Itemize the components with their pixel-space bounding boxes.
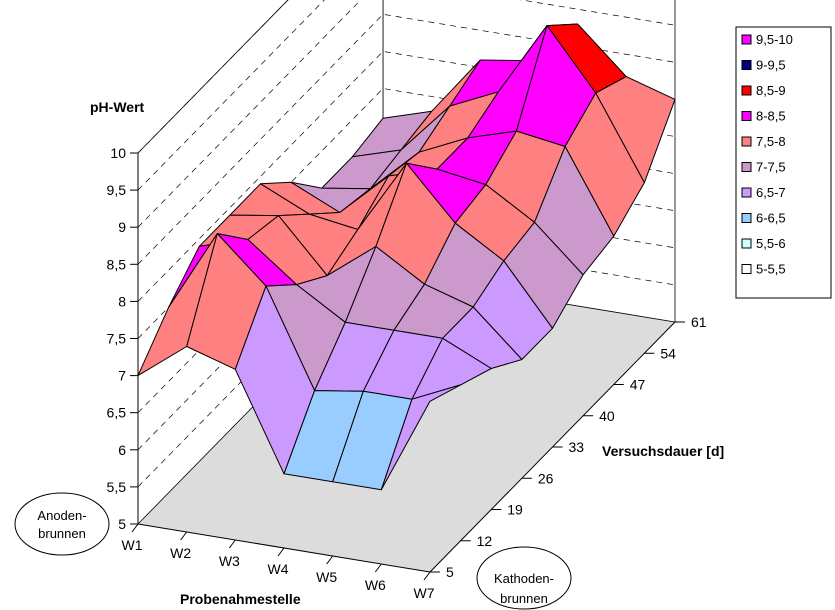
legend-label: 5-5,5 xyxy=(756,262,786,277)
y-tick-label: 12 xyxy=(477,533,493,549)
x-tick-label: W3 xyxy=(219,553,240,569)
z-tick-label: 8,5 xyxy=(107,256,127,272)
cathode-label-line2: brunnen xyxy=(500,591,548,606)
y-tick-label: 54 xyxy=(660,345,676,361)
legend-label: 6,5-7 xyxy=(756,185,786,200)
x-tick xyxy=(180,531,188,541)
legend-swatch xyxy=(741,238,752,249)
legend-swatch xyxy=(741,136,752,147)
x-tick-label: W2 xyxy=(170,545,191,561)
z-tick-label: 9,5 xyxy=(107,182,127,198)
z-tick-label: 10 xyxy=(110,145,126,161)
anode-annotation: Anoden- brunnen xyxy=(14,492,110,556)
surface-cell xyxy=(380,384,462,491)
z-tick-label: 6 xyxy=(118,442,126,458)
legend-label: 5,5-6 xyxy=(756,236,786,251)
y-tick-label: 19 xyxy=(507,502,523,518)
axes xyxy=(130,152,685,581)
cathode-label-line1: Kathoden- xyxy=(494,571,554,586)
legend-swatch xyxy=(741,111,752,121)
z-tick-label: 6,5 xyxy=(107,405,127,421)
x-tick-label: W7 xyxy=(414,585,435,601)
z-tick-label: 5 xyxy=(118,516,126,532)
y-tick-label: 5 xyxy=(446,564,454,580)
x-tick xyxy=(374,563,382,573)
legend-label: 7-7,5 xyxy=(756,160,786,175)
legend-box xyxy=(735,26,832,299)
y-axis-title: Versuchsdauer [d] xyxy=(602,443,724,459)
y-tick-label: 47 xyxy=(630,377,646,393)
y-tick-label: 33 xyxy=(569,439,585,455)
tick-labels: 5 5,5 6 6,5 7 7,5 8 8,5 9 9,5 10 W1 W2 W3 W4 W5 W6 W7 5 12 1… xyxy=(107,145,707,601)
y-tick-label: 26 xyxy=(538,470,554,486)
anode-label-line1: Anoden- xyxy=(37,508,86,523)
legend-swatch xyxy=(741,264,752,274)
x-tick-label: W4 xyxy=(268,561,289,577)
anode-label-line2: brunnen xyxy=(38,526,86,541)
legend-swatch xyxy=(741,85,752,96)
z-axis-title: pH-Wert xyxy=(90,99,145,115)
cathode-annotation: Kathoden- brunnen xyxy=(476,546,572,610)
legend-label: 8,5-9 xyxy=(756,83,786,98)
z-tick-label: 7,5 xyxy=(107,331,127,347)
x-tick xyxy=(131,523,139,533)
x-tick xyxy=(423,571,431,581)
legend-swatch xyxy=(741,187,752,198)
legend-swatch xyxy=(741,34,752,45)
z-tick-label: 9 xyxy=(118,219,126,235)
x-tick xyxy=(277,547,285,557)
z-tick-label: 7 xyxy=(118,368,126,384)
legend-swatch xyxy=(741,213,752,223)
x-tick xyxy=(228,539,236,549)
x-axis-title: Probenahmestelle xyxy=(180,591,301,607)
y-tick-label: 61 xyxy=(691,314,707,330)
z-tick-label: 8 xyxy=(118,293,126,309)
x-tick-label: W6 xyxy=(365,577,386,593)
surface-plot xyxy=(137,23,676,491)
legend-label: 6-6,5 xyxy=(756,211,786,226)
x-tick-label: W1 xyxy=(122,537,143,553)
legend-label: 8-8,5 xyxy=(756,109,786,124)
z-tick-label: 5,5 xyxy=(107,479,127,495)
y-tick-label: 40 xyxy=(599,408,615,424)
legend-label: 7,5-8 xyxy=(756,134,786,149)
legend-swatch xyxy=(741,60,752,70)
legend-label: 9,5-10 xyxy=(756,32,793,47)
legend-label: 9-9,5 xyxy=(756,58,786,73)
x-tick-label: W5 xyxy=(316,569,337,585)
x-tick xyxy=(326,555,334,565)
legend-swatch xyxy=(741,162,752,172)
legend: 9,5-10 9-9,5 8,5-9 8-8,5 7,5-8 7-7,5 6,5-7 6-6,… xyxy=(735,26,832,299)
